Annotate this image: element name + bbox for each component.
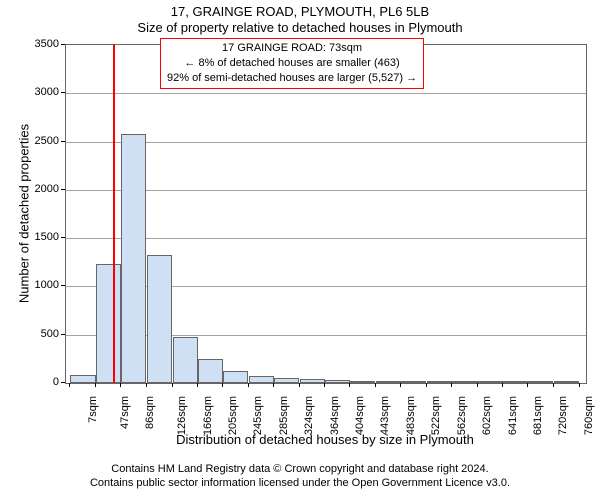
y-tick-label: 1500: [25, 231, 59, 243]
gridline: [66, 93, 586, 94]
histogram-bar: [350, 381, 375, 383]
y-axis-label: Number of detached properties: [17, 124, 32, 304]
x-tick-label: 324sqm: [303, 396, 315, 435]
histogram-bar: [376, 381, 401, 383]
chart-subtitle: Size of property relative to detached ho…: [0, 20, 600, 35]
x-tick-label: 404sqm: [354, 396, 366, 435]
reference-line: [113, 45, 115, 383]
x-tick-mark: [273, 383, 274, 387]
y-tick-label: 2500: [25, 135, 59, 147]
x-tick-label: 205sqm: [227, 396, 239, 435]
x-tick-mark: [299, 383, 300, 387]
histogram-bar: [478, 381, 503, 383]
x-tick-label: 245sqm: [252, 396, 264, 435]
x-tick-mark: [502, 383, 503, 387]
annotation-line: 92% of semi-detached houses are larger (…: [167, 71, 417, 86]
y-tick-mark: [61, 189, 65, 190]
histogram-bar: [173, 337, 198, 383]
chart-container: 17, GRAINGE ROAD, PLYMOUTH, PL6 5LB Size…: [0, 0, 600, 500]
x-tick-mark: [197, 383, 198, 387]
x-tick-label: 760sqm: [583, 396, 595, 435]
histogram-bar: [300, 379, 325, 383]
histogram-bar: [121, 134, 146, 383]
histogram-bar: [554, 381, 579, 383]
y-tick-mark: [61, 92, 65, 93]
x-tick-mark: [579, 383, 580, 387]
x-tick-mark: [375, 383, 376, 387]
histogram-bar: [503, 381, 528, 383]
x-tick-mark: [324, 383, 325, 387]
histogram-bar: [147, 255, 172, 383]
page-title: 17, GRAINGE ROAD, PLYMOUTH, PL6 5LB: [0, 4, 600, 19]
histogram-bar: [274, 378, 299, 383]
histogram-bar: [452, 381, 477, 383]
x-tick-mark: [248, 383, 249, 387]
x-tick-label: 681sqm: [532, 396, 544, 435]
plot-area: [65, 44, 587, 384]
x-tick-mark: [172, 383, 173, 387]
histogram-bar: [249, 376, 274, 383]
x-tick-label: 7sqm: [87, 396, 99, 423]
x-tick-label: 522sqm: [430, 396, 442, 435]
x-tick-label: 602sqm: [482, 396, 494, 435]
annotation-line: ← 8% of detached houses are smaller (463…: [167, 56, 417, 71]
histogram-bar: [198, 359, 223, 383]
y-tick-mark: [61, 382, 65, 383]
x-tick-mark: [477, 383, 478, 387]
x-tick-mark: [349, 383, 350, 387]
x-tick-mark: [451, 383, 452, 387]
histogram-bar: [96, 264, 121, 383]
y-tick-mark: [61, 141, 65, 142]
chart-footer: Contains HM Land Registry data © Crown c…: [0, 462, 600, 491]
histogram-bar: [427, 381, 452, 383]
histogram-bar: [70, 375, 95, 383]
x-tick-label: 641sqm: [507, 396, 519, 435]
y-tick-mark: [61, 237, 65, 238]
x-tick-mark: [426, 383, 427, 387]
x-tick-label: 166sqm: [202, 396, 214, 435]
x-tick-label: 47sqm: [119, 396, 131, 429]
x-tick-label: 443sqm: [380, 396, 392, 435]
y-tick-label: 500: [25, 328, 59, 340]
annotation-line: 17 GRAINGE ROAD: 73sqm: [167, 41, 417, 56]
x-tick-mark: [146, 383, 147, 387]
y-tick-label: 3500: [25, 38, 59, 50]
y-tick-label: 1000: [25, 279, 59, 291]
y-tick-mark: [61, 44, 65, 45]
x-tick-label: 285sqm: [278, 396, 290, 435]
y-tick-label: 3000: [25, 86, 59, 98]
x-tick-label: 364sqm: [329, 396, 341, 435]
footer-line-2: Contains public sector information licen…: [0, 476, 600, 490]
y-tick-mark: [61, 285, 65, 286]
x-tick-label: 720sqm: [557, 396, 569, 435]
y-tick-label: 0: [25, 376, 59, 388]
footer-line-1: Contains HM Land Registry data © Crown c…: [0, 462, 600, 476]
x-tick-mark: [553, 383, 554, 387]
x-tick-mark: [69, 383, 70, 387]
histogram-bar: [528, 381, 553, 383]
y-tick-mark: [61, 334, 65, 335]
x-tick-mark: [527, 383, 528, 387]
histogram-bar: [325, 380, 350, 383]
x-tick-label: 86sqm: [144, 396, 156, 429]
x-tick-label: 483sqm: [405, 396, 417, 435]
x-tick-label: 562sqm: [456, 396, 468, 435]
x-tick-mark: [120, 383, 121, 387]
histogram-bar: [223, 371, 248, 383]
x-tick-label: 126sqm: [176, 396, 188, 435]
annotation-box: 17 GRAINGE ROAD: 73sqm← 8% of detached h…: [160, 38, 424, 89]
x-axis-label: Distribution of detached houses by size …: [65, 432, 585, 447]
x-tick-mark: [222, 383, 223, 387]
y-tick-label: 2000: [25, 183, 59, 195]
histogram-bar: [401, 381, 426, 383]
x-tick-mark: [95, 383, 96, 387]
x-tick-mark: [400, 383, 401, 387]
